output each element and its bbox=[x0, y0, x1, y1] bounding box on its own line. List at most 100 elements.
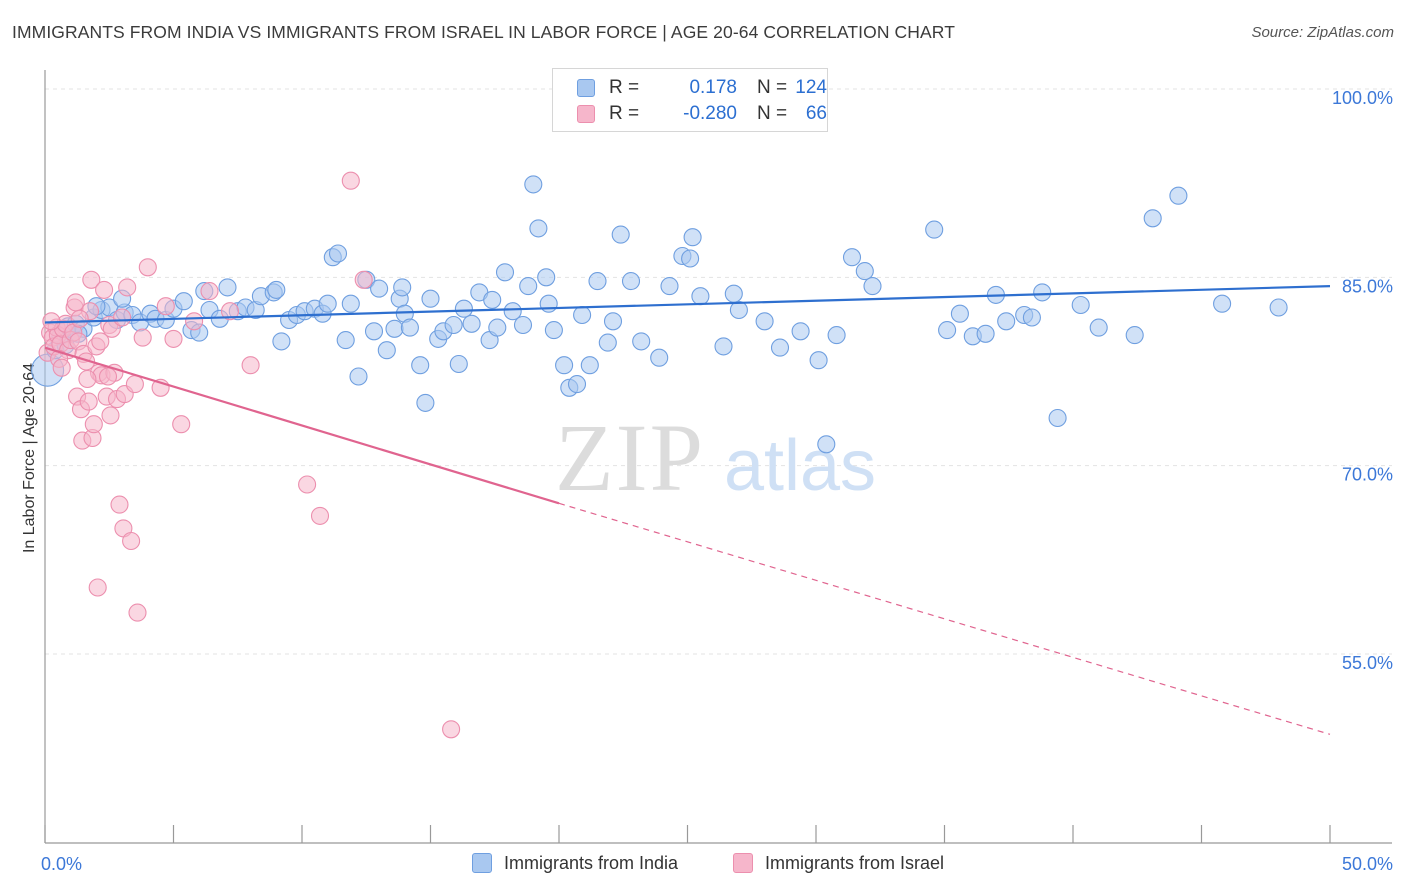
x-tick-label: 50.0% bbox=[1342, 854, 1393, 874]
india-point bbox=[336, 331, 355, 350]
india-point bbox=[588, 272, 607, 291]
india-point bbox=[1033, 283, 1052, 302]
israel-point bbox=[172, 415, 191, 434]
india-point bbox=[1213, 294, 1232, 313]
israel-point bbox=[133, 328, 152, 347]
series-legend: Immigrants from India Immigrants from Is… bbox=[0, 852, 1406, 878]
israel-point bbox=[52, 358, 71, 377]
israel-point bbox=[156, 297, 175, 316]
india-point bbox=[1071, 295, 1090, 315]
india-point bbox=[573, 305, 592, 325]
india-point bbox=[411, 356, 430, 375]
india-point bbox=[539, 294, 558, 313]
india-point bbox=[938, 321, 957, 340]
india-point bbox=[218, 278, 237, 297]
legend-r-label: R = bbox=[609, 103, 640, 124]
india-point bbox=[400, 318, 419, 337]
india-point bbox=[714, 337, 733, 356]
israel-point bbox=[91, 332, 110, 351]
y-tick-label: 70.0% bbox=[1342, 465, 1393, 485]
india-point bbox=[1048, 408, 1067, 428]
israel-point bbox=[70, 309, 89, 328]
india-point bbox=[318, 294, 337, 313]
israel-point bbox=[84, 415, 103, 434]
india-point bbox=[603, 312, 623, 331]
legend-n-value: 124 bbox=[795, 77, 827, 98]
india-point bbox=[377, 341, 396, 360]
y-tick-label: 85.0% bbox=[1342, 276, 1393, 296]
y-tick-label: 100.0% bbox=[1332, 88, 1393, 108]
india-point bbox=[1125, 326, 1144, 345]
india-point bbox=[791, 322, 810, 341]
legend-n-label: N = bbox=[757, 103, 788, 124]
israel-point bbox=[122, 531, 141, 551]
israel-point bbox=[125, 375, 144, 394]
india-point bbox=[529, 219, 548, 238]
india-point bbox=[950, 304, 969, 323]
india-point bbox=[537, 268, 556, 287]
india-point bbox=[863, 277, 882, 296]
india-point bbox=[621, 272, 641, 291]
india-point bbox=[555, 356, 574, 375]
israel-point bbox=[138, 258, 157, 277]
india-point bbox=[349, 367, 368, 386]
trend-lines bbox=[44, 285, 1331, 735]
india-point bbox=[976, 324, 995, 343]
india-point bbox=[416, 393, 435, 412]
series-legend-swatch-israel bbox=[733, 853, 753, 873]
y-tick-label: 55.0% bbox=[1342, 653, 1393, 673]
israel-point bbox=[79, 392, 98, 411]
india-point bbox=[1022, 308, 1041, 327]
india-point bbox=[449, 354, 468, 374]
zipatlas-watermark: ZIP atlas bbox=[555, 404, 876, 511]
israel-point bbox=[200, 282, 219, 301]
india-point bbox=[724, 284, 743, 303]
israel-point bbox=[82, 270, 101, 289]
series-legend-swatch-india bbox=[472, 853, 492, 873]
israel-point bbox=[77, 352, 96, 371]
israel-point bbox=[220, 302, 240, 321]
india-point bbox=[827, 326, 846, 345]
israel-point bbox=[118, 278, 137, 297]
india-point bbox=[364, 322, 384, 341]
india-point bbox=[683, 228, 702, 247]
israel-point bbox=[442, 720, 461, 739]
israel-point bbox=[78, 369, 97, 389]
israel-point bbox=[341, 171, 360, 190]
india-point bbox=[1143, 209, 1162, 228]
india-point bbox=[842, 248, 862, 267]
correlation-legend: R = 0.178 N = 124 R = -0.280 N = 66 bbox=[552, 68, 828, 132]
india-point bbox=[770, 338, 790, 357]
israel-point bbox=[101, 406, 120, 425]
india-point bbox=[272, 332, 291, 351]
india-point bbox=[809, 351, 828, 370]
india-point bbox=[598, 333, 617, 352]
india-point bbox=[483, 290, 502, 309]
india-point bbox=[1269, 298, 1288, 317]
india-point bbox=[267, 280, 286, 299]
india-point bbox=[513, 315, 533, 335]
india-point bbox=[1089, 318, 1108, 337]
india-trend-line bbox=[44, 285, 1331, 324]
india-point bbox=[650, 348, 669, 367]
india-point bbox=[421, 289, 440, 308]
india-point bbox=[925, 220, 944, 239]
india-point bbox=[503, 302, 522, 321]
india-point bbox=[567, 375, 587, 394]
india-point bbox=[729, 300, 748, 320]
israel-point bbox=[298, 475, 317, 494]
india-point bbox=[462, 314, 481, 333]
israel-trend-extension bbox=[558, 502, 1331, 735]
israel-point bbox=[88, 578, 107, 597]
india-point bbox=[393, 278, 412, 297]
israel-point bbox=[164, 329, 183, 348]
israel-point bbox=[185, 312, 204, 331]
india-point bbox=[580, 356, 599, 375]
legend-r-label: R = bbox=[609, 77, 640, 98]
india-point bbox=[519, 277, 538, 296]
india-point bbox=[997, 312, 1016, 331]
x-tick-label: 0.0% bbox=[41, 854, 82, 874]
tick-labels: 100.0% 85.0% 70.0% 55.0% 0.0% 50.0% bbox=[41, 88, 1393, 874]
india-point bbox=[524, 175, 543, 194]
